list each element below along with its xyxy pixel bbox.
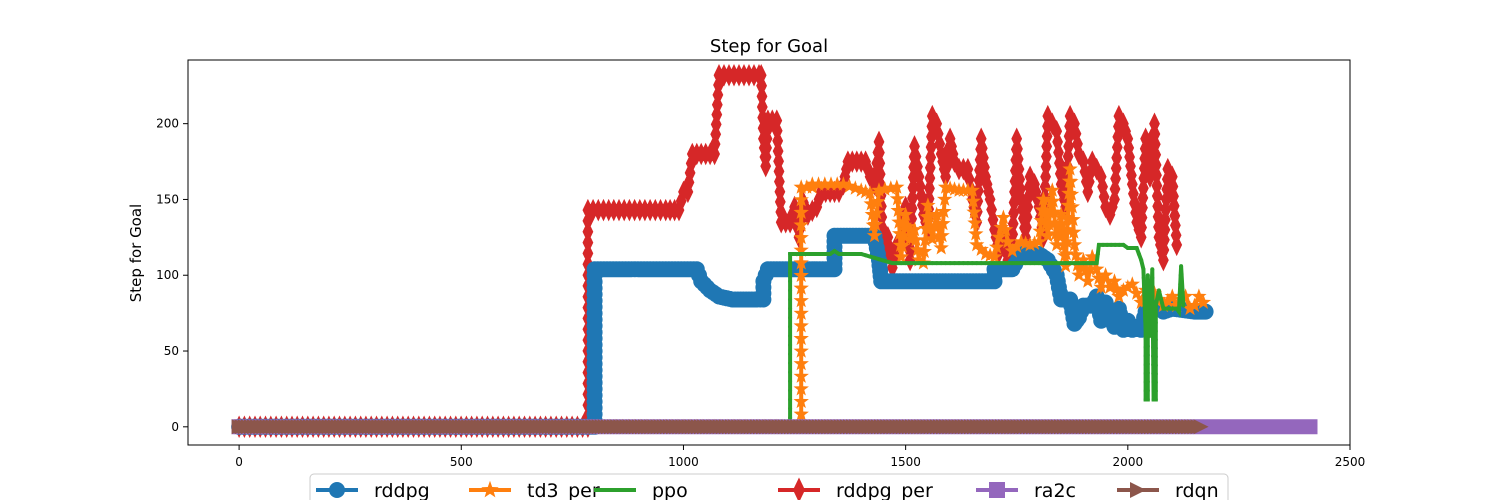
legend: rddpg td3_per ppo rddpg_per ra2c rdqn <box>309 473 1229 504</box>
legend-entry-rdqn: rdqn <box>1117 480 1219 502</box>
x-tick-label: 0 <box>235 455 243 469</box>
legend-label: rddpg_per <box>836 480 933 500</box>
series-rddpg-per <box>233 63 1183 439</box>
x-tick-label: 1500 <box>890 455 921 469</box>
series-markers-rdqn <box>231 419 1209 435</box>
chart-title: Step for Goal <box>710 36 828 57</box>
legend-marker <box>1130 482 1146 498</box>
data-layer <box>231 63 1318 439</box>
series-ppo <box>237 242 1186 429</box>
legend-entry-ra2c: ra2c <box>976 480 1076 502</box>
legend-label: rdqn <box>1175 480 1219 500</box>
legend-entry-ppo: ppo <box>594 480 688 502</box>
legend-label: td3_per <box>527 480 600 500</box>
legend-entry-td3-per: td3_per <box>469 480 600 502</box>
legend-marker <box>329 482 345 498</box>
legend-marker <box>481 480 499 498</box>
series-rdqn <box>231 419 1209 435</box>
legend-marker <box>793 477 805 503</box>
y-tick-label: 50 <box>164 344 179 358</box>
legend-entry-rddpg: rddpg <box>316 480 430 502</box>
legend-label: rddpg <box>374 480 430 500</box>
series-td3-per <box>231 161 1212 434</box>
series-markers-rddpg <box>231 227 1214 435</box>
y-axis-label: Step for Goal <box>127 204 145 302</box>
series-rddpg <box>231 227 1214 435</box>
y-tick-label: 150 <box>156 192 179 206</box>
y-tick-label: 200 <box>156 117 179 131</box>
y-tick-label: 0 <box>171 420 179 434</box>
x-tick-label: 2000 <box>1113 455 1144 469</box>
legend-frame <box>309 473 1229 504</box>
x-tick-label: 1000 <box>668 455 699 469</box>
legend-marker <box>989 482 1005 498</box>
y-tick-label: 100 <box>156 268 179 282</box>
x-tick-label: 2500 <box>1335 455 1366 469</box>
axes-layer: 0 500 1000 1500 2000 2500 0 50 100 150 200 <box>156 59 1366 469</box>
legend-label: ra2c <box>1034 480 1076 500</box>
x-tick-label: 500 <box>450 455 473 469</box>
plot-frame <box>187 59 1351 446</box>
legend-label: ppo <box>652 480 688 500</box>
legend-marker <box>613 488 617 492</box>
series-markers-rddpg-per <box>233 63 1183 439</box>
legend-entry-rddpg-per: rddpg_per <box>778 477 933 503</box>
